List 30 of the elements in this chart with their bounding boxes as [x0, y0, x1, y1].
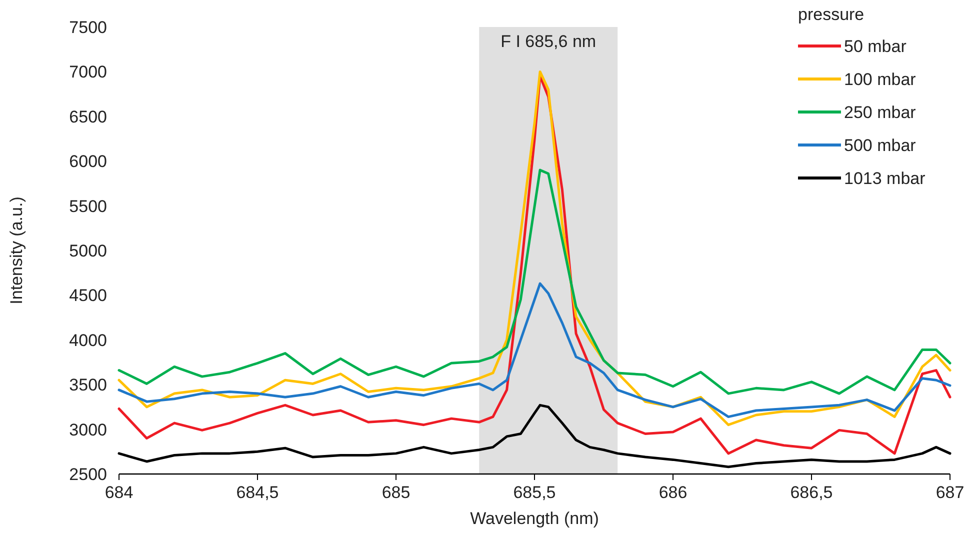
legend-label: 500 mbar: [844, 136, 916, 155]
legend-title: pressure: [798, 5, 864, 24]
x-tick-label: 684,5: [236, 483, 279, 502]
line-series: [118, 282, 952, 418]
x-tick-label: 686,5: [790, 483, 833, 502]
x-tick-label: 685: [382, 483, 410, 502]
legend-label: 100 mbar: [844, 70, 916, 89]
legend-label: 50 mbar: [844, 37, 907, 56]
y-tick-label: 3000: [69, 420, 107, 440]
y-tick-label: 6000: [69, 152, 107, 172]
line-series: [118, 404, 952, 468]
y-tick-label: 7500: [69, 18, 107, 37]
x-axis-title: Wavelength (nm): [470, 509, 599, 528]
y-tick-label: 5000: [69, 242, 107, 260]
legend-label: 1013 mbar: [844, 169, 926, 188]
y-tick-label: 2500: [69, 465, 107, 484]
legend-label: 250 mbar: [844, 103, 916, 122]
y-tick-label: 6500: [69, 107, 107, 126]
y-tick-label: 4500: [69, 286, 107, 306]
y-tick-label: 5500: [69, 196, 107, 216]
line-series: [118, 168, 952, 395]
y-axis-title: Intensity (a.u.): [7, 196, 26, 304]
x-tick-label: 687: [936, 483, 964, 502]
band-label: F I 685,6 nm: [500, 32, 596, 51]
y-tick-label: 4000: [69, 330, 107, 350]
x-tick-label: 686: [658, 483, 688, 502]
y-tick-label: 3500: [69, 376, 107, 395]
y-tick-label: 7000: [69, 62, 107, 82]
x-tick-label: 684: [104, 483, 134, 502]
x-tick-label: 685,5: [513, 483, 556, 502]
